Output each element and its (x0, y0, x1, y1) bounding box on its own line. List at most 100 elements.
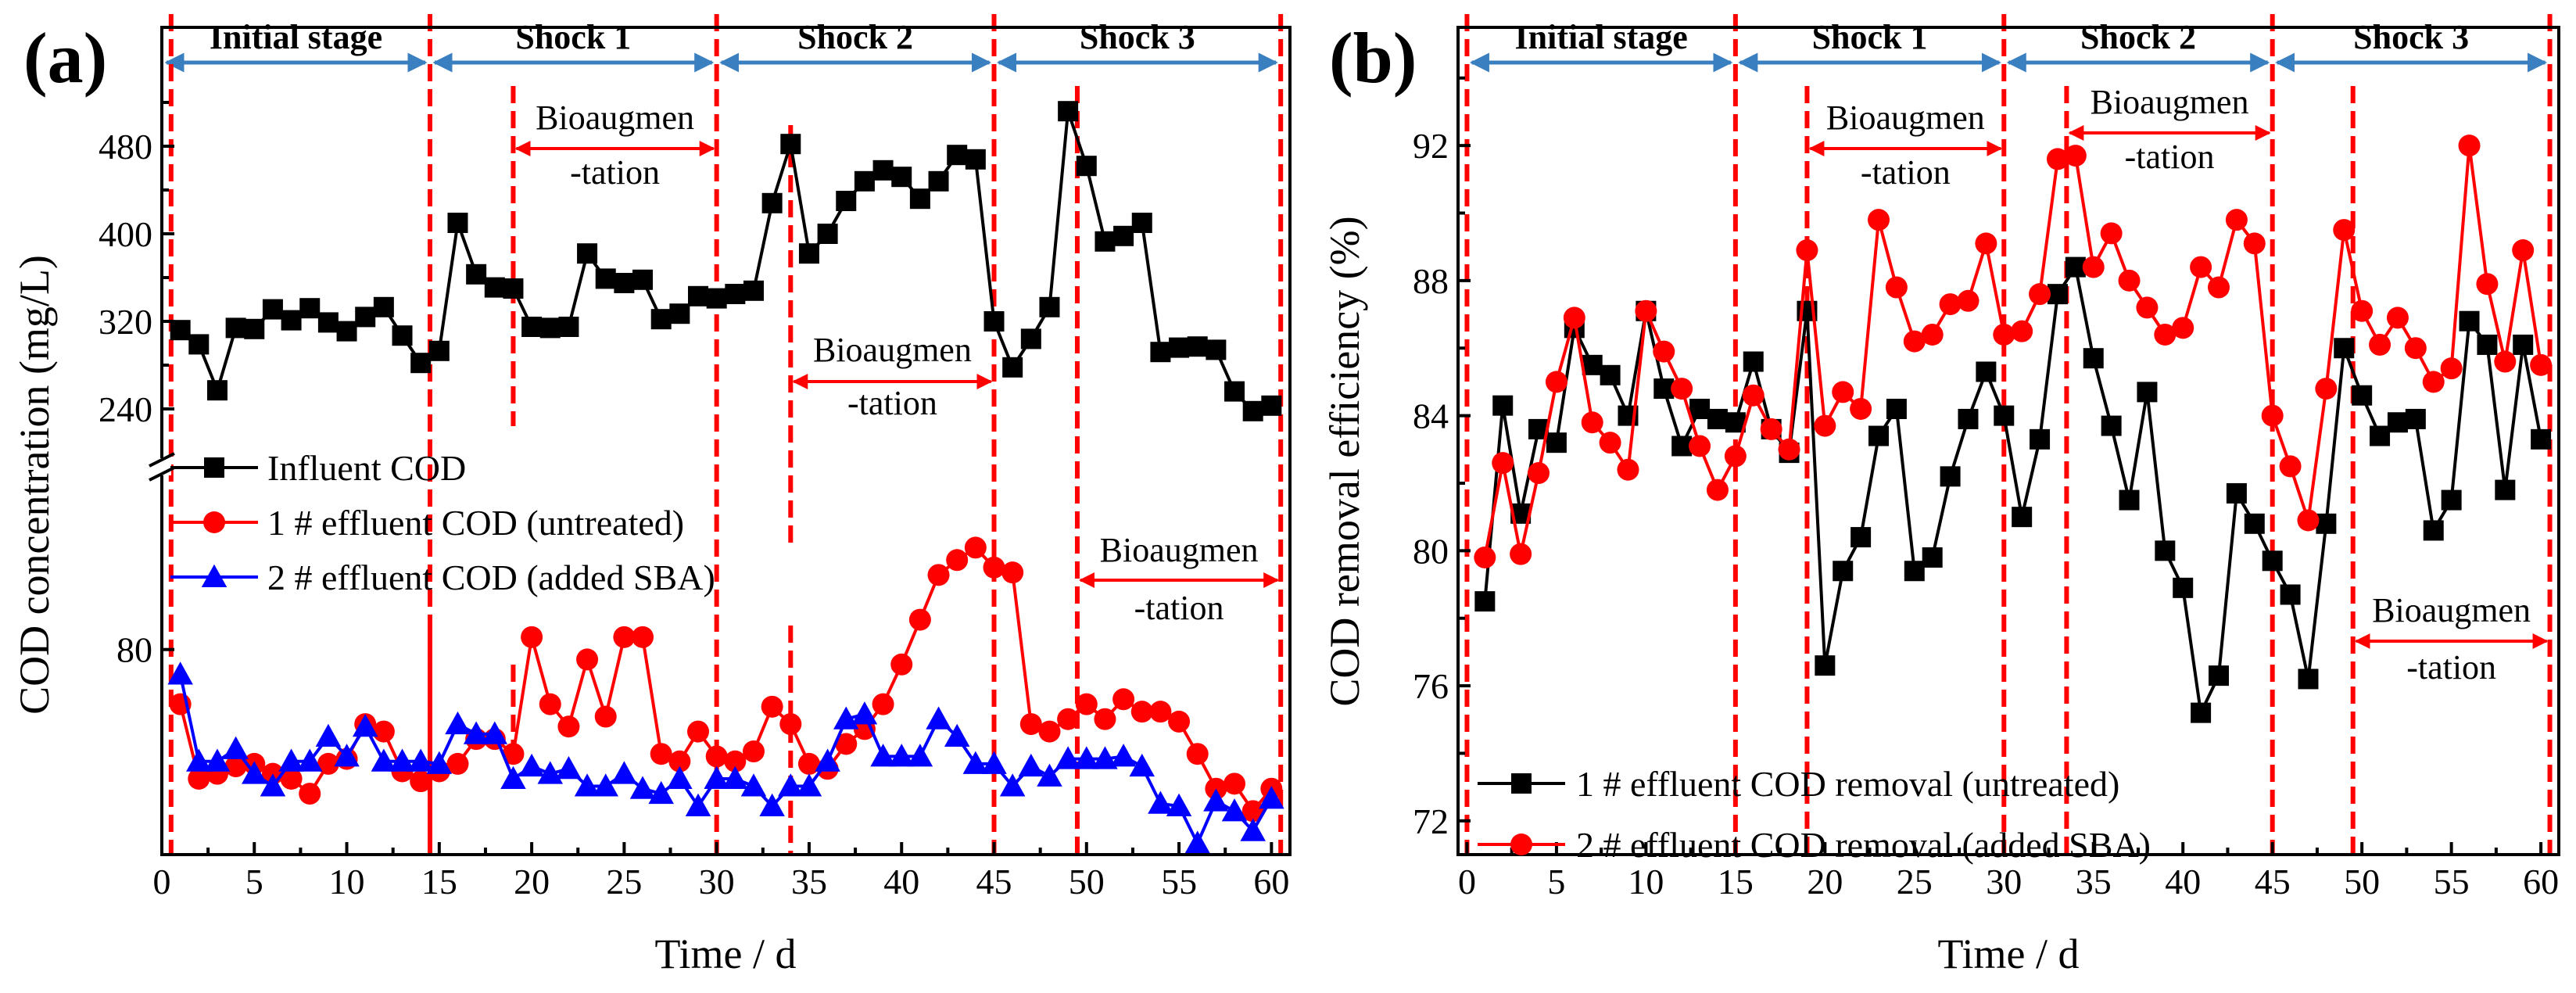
panel-b-s1-point (1671, 436, 1693, 457)
panel-a-s1-point (669, 303, 690, 324)
panel-a-y-tick-label: 320 (99, 302, 152, 342)
panel-b-s2-point (1492, 452, 1514, 475)
panel-a-s3-point (981, 751, 1007, 774)
panel-a-s3-point (445, 711, 471, 735)
panel-a-s2-point (779, 713, 802, 736)
panel-a-s1-point (947, 145, 968, 166)
panel-b-bioaugmentation-annotations: Bioaugmen-tationBioaugmen-tationBioaugme… (1808, 83, 2549, 686)
panel-a-s3-point (944, 723, 970, 747)
panel-a-x-tick-label: 60 (1253, 862, 1289, 902)
panel-b-series (1474, 134, 2553, 723)
panel-a-s1-point (244, 318, 265, 339)
panel-a-s1-point (355, 307, 376, 328)
panel-b-s2-point (2190, 256, 2212, 278)
panel-a-s1-point (317, 312, 339, 333)
panel-b: (b) Initial stage Shock 1 Shock 2 Shock 3 B… (1321, 14, 2560, 977)
panel-b-x-tick-label: 30 (1986, 862, 2022, 902)
panel-b-stage-label: Shock 2 (2080, 18, 2196, 56)
panel-a-s2-point (946, 549, 969, 572)
panel-b-s1-point (1976, 361, 1997, 382)
panel-a-bioaugmentation-annotations: Bioaugmen-tationBioaugmen-tationBioaugme… (514, 99, 1280, 627)
panel-b-x-tick-label: 60 (2523, 862, 2559, 902)
panel-a-s1-point (1039, 296, 1060, 317)
panel-a-s1-point (614, 273, 635, 293)
panel-a-s1-point (558, 317, 579, 337)
panel-b-legend-label: 2 # effluent COD removal (added SBA) (1576, 825, 2151, 865)
panel-a-s3-point (1037, 763, 1062, 787)
panel-b-y-tick-label: 72 (1413, 801, 1449, 841)
panel-b-s2-point (1635, 299, 1657, 322)
panel-a-s1-point (928, 170, 949, 192)
panel-b-stage-arrows: Initial stage Shock 1 Shock 2 Shock 3 (1469, 18, 2548, 73)
panel-b-s1-point (2191, 702, 2212, 723)
panel-a-s3-point (315, 723, 342, 747)
panel-b-s2-point (2011, 320, 2033, 342)
panel-b-s1-point (1743, 351, 1764, 372)
panel-a-s3-point (389, 748, 415, 772)
panel-b-2-bio-label-1: Bioaugmen (2091, 83, 2249, 121)
panel-a-s2-point (1019, 713, 1042, 736)
panel-a-s1-point (1058, 101, 1079, 122)
panel-a-legend-marker (201, 564, 228, 587)
panel-b-s2-point (2118, 269, 2141, 292)
panel-b-s1-point (2334, 338, 2355, 359)
panel-a-s3-point (334, 744, 360, 767)
panel-a-s3-point (1203, 788, 1229, 812)
panel-b-s2-point (1993, 323, 2015, 346)
panel-b-s1-point (2262, 550, 2283, 572)
panel-a-s2-point (632, 626, 654, 648)
panel-a-s1-point (1131, 213, 1152, 233)
panel-a-s1-point (262, 299, 283, 320)
panel-a-s1-point (688, 285, 709, 307)
panel-b-stage-label: Shock 1 (1812, 18, 1928, 56)
panel-b-s2-point (1921, 323, 1944, 346)
panel-a-legend-label: Influent COD (267, 448, 466, 488)
panel-a-s2-point (1130, 701, 1153, 723)
panel-a-s3-point (167, 661, 193, 685)
panel-a-legend: Influent COD 1 # effluent COD (untreated)… (170, 448, 715, 597)
panel-b-s2-point (1778, 438, 1800, 461)
panel-a-s1-point (1169, 337, 1190, 358)
panel-b-s2-point (2154, 323, 2177, 346)
panel-b-label: (b) (1329, 18, 1417, 98)
panel-a-s2-point (908, 608, 931, 631)
panel-a-s3-point (722, 765, 748, 789)
panel-b-3-bio-label-1: Bioaugmen (2372, 591, 2531, 629)
panel-a-s2-point (1112, 688, 1135, 711)
panel-b-s2-point (2279, 455, 2302, 478)
panel-a-s1-point (780, 134, 801, 155)
panel-b-s2-point (1545, 371, 1567, 393)
panel-b-1-bioaugmentation: Bioaugmen -tation (1808, 99, 2003, 192)
panel-b-s2-series (1474, 134, 2553, 568)
panel-b-s1-point (1600, 364, 1621, 385)
panel-a-s1-point (1002, 357, 1023, 378)
panel-a-s1-point (706, 288, 727, 309)
panel-a-stage-label: Initial stage (210, 18, 382, 56)
panel-a-s2-point (1224, 773, 1246, 795)
panel-a-x-tick-label: 5 (245, 862, 263, 902)
panel-b-s2-point (1903, 330, 1926, 353)
panel-a-s1-point (1206, 339, 1227, 360)
panel-b-s1-point (2155, 540, 2176, 561)
panel-a-s1-point (725, 284, 746, 304)
panel-b-s2-point (2494, 350, 2517, 373)
panel-a-s3-point (1221, 798, 1248, 822)
panel-b-s1-point (1474, 591, 1496, 612)
panel-a-s1-point (854, 170, 875, 192)
panel-a-s3-point (759, 793, 785, 816)
panel-a-x-tick-label: 55 (1161, 862, 1197, 902)
panel-a-s2-point (1094, 708, 1116, 730)
panel-a-s2-point (927, 564, 950, 586)
panel-b-x-tick-label: 0 (1458, 862, 1476, 902)
panel-b-s1-point (2495, 479, 2516, 500)
panel-a-1-bio-label-2: -tation (570, 153, 660, 192)
panel-b-3-bioaugmentation: Bioaugmen -tation (2354, 591, 2549, 686)
panel-b-s2-point (1814, 414, 1836, 437)
panel-b-s2-point (1510, 543, 1532, 565)
panel-a-s1-point (1261, 395, 1282, 416)
panel-a-s1-point (521, 317, 543, 337)
panel-a-s3-point (778, 773, 804, 797)
panel-b-2-bio-label-2: -tation (2125, 138, 2215, 176)
panel-a-s2-point (1186, 743, 1209, 765)
panel-b-legend-marker (1510, 833, 1532, 855)
